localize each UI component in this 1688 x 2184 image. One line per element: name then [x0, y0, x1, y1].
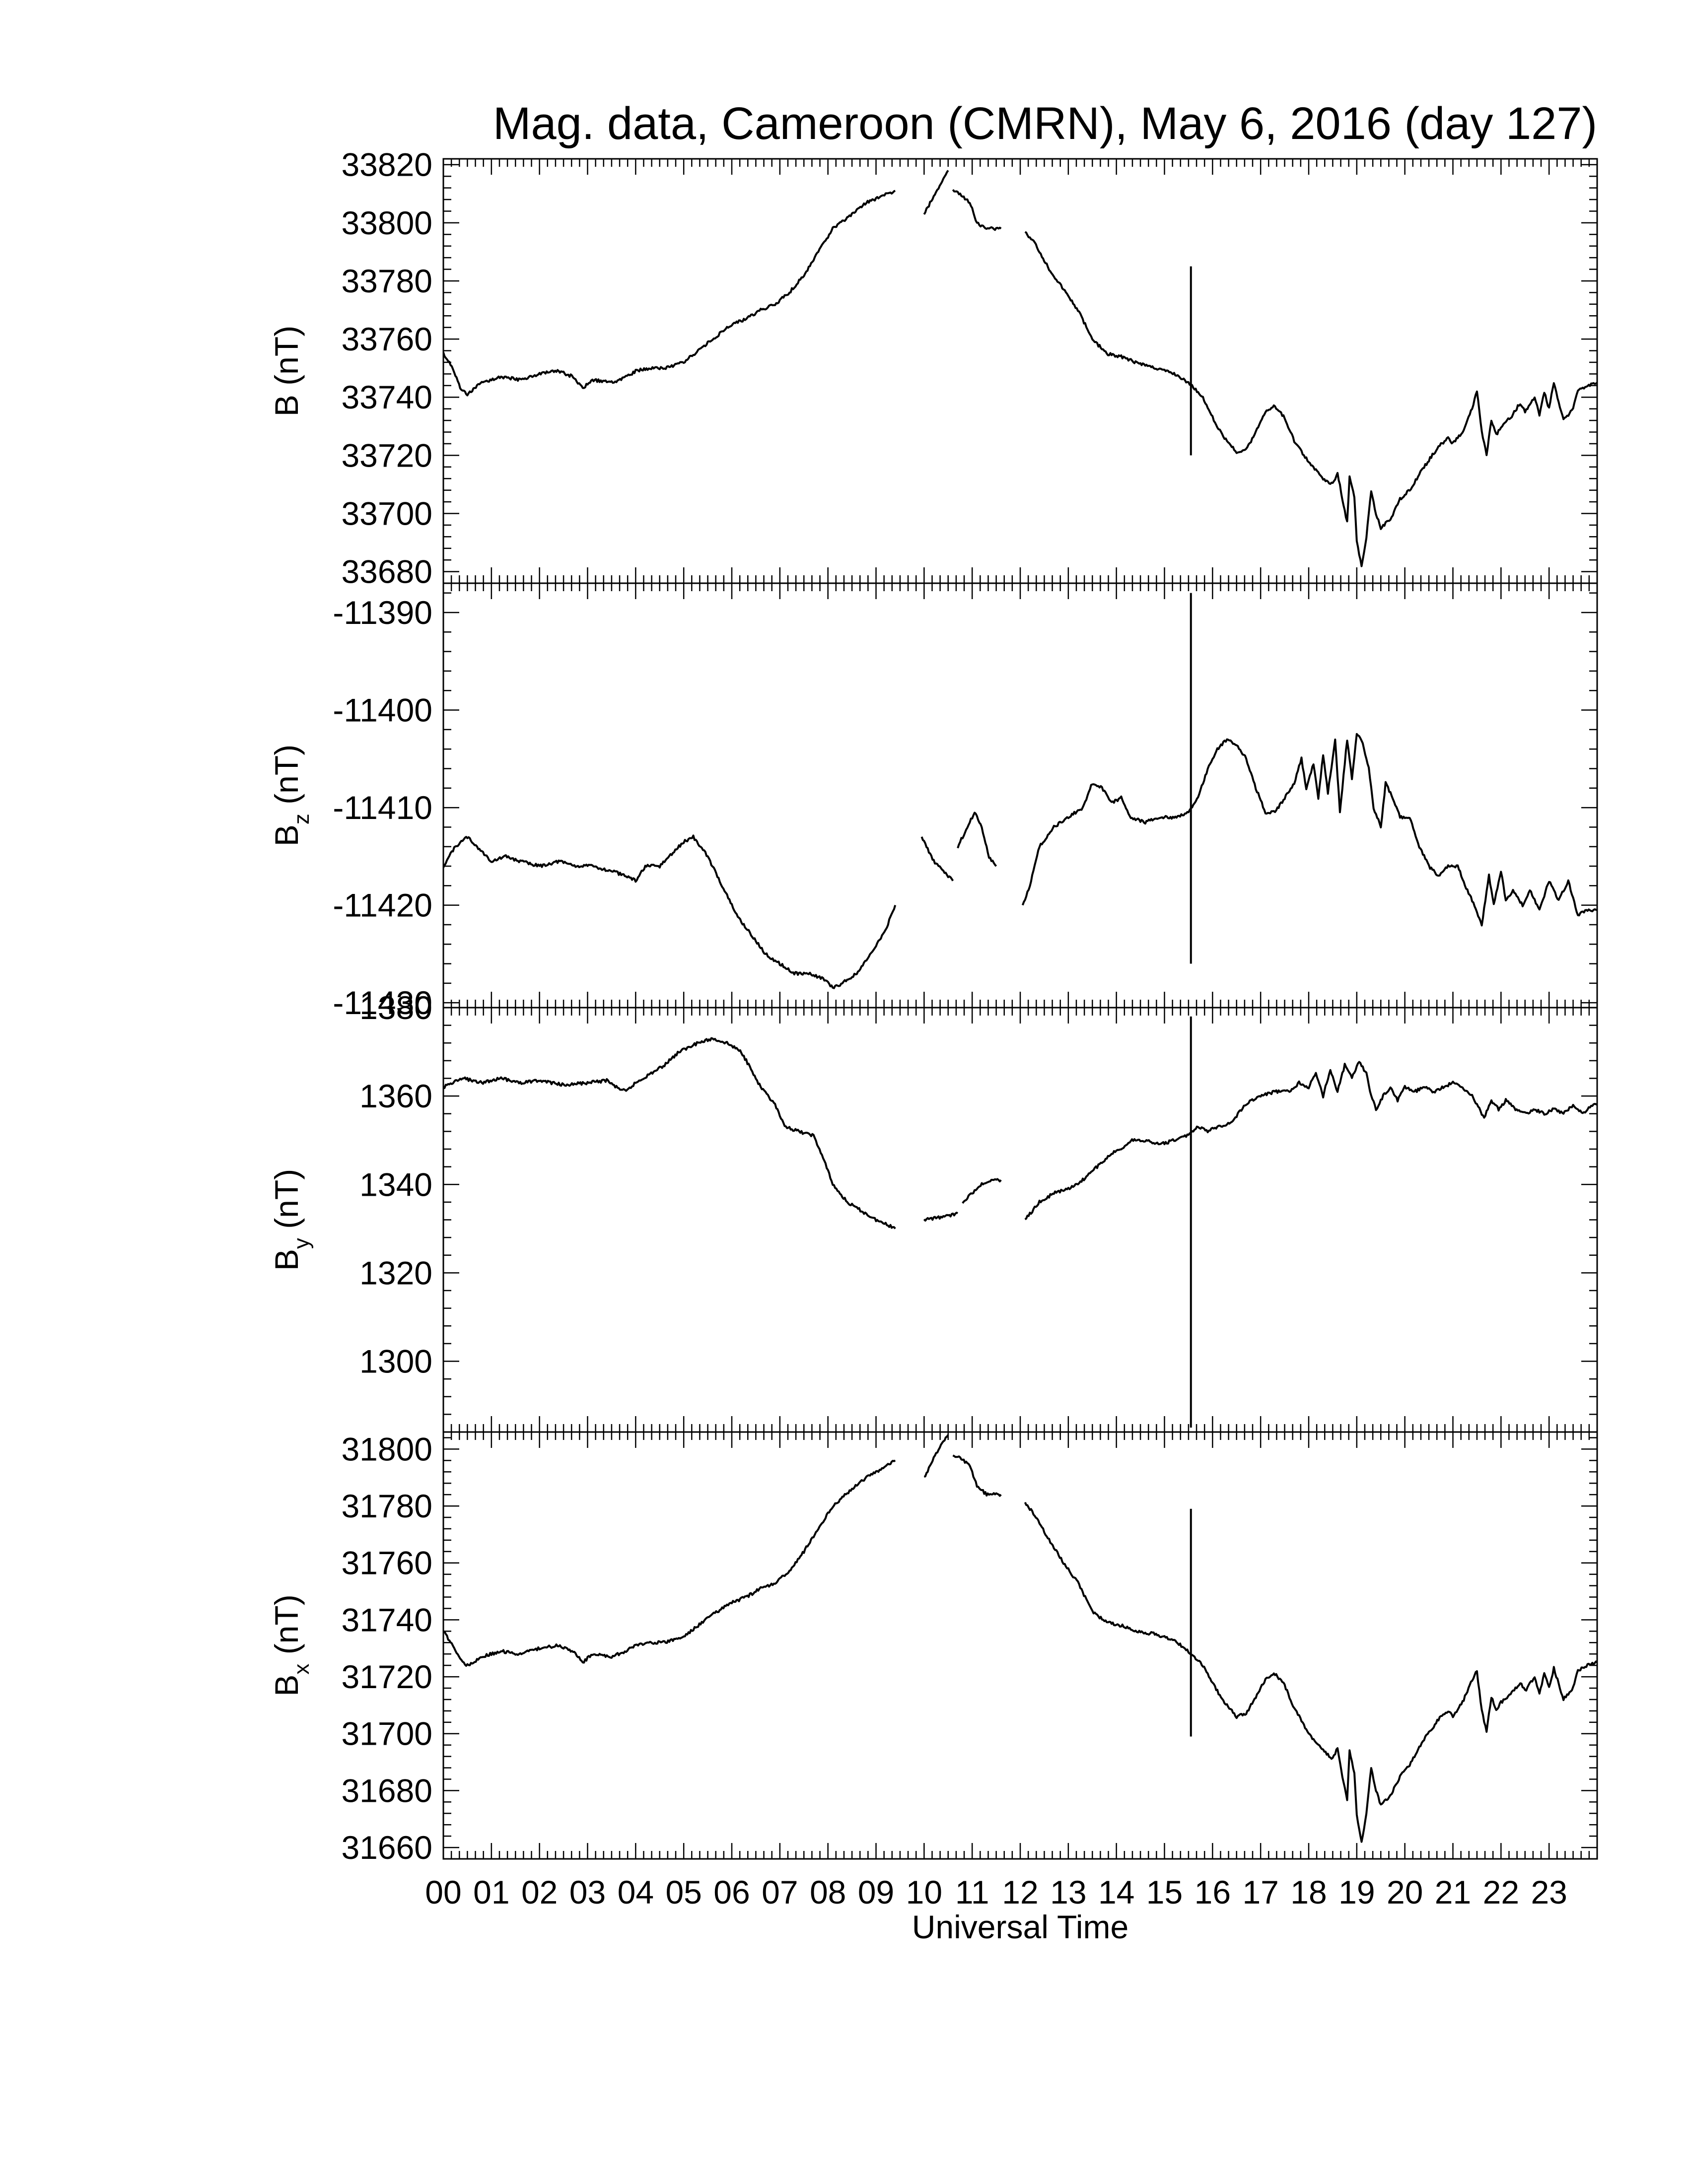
- x-tick-label: 23: [1531, 1874, 1567, 1911]
- y-label-unit: (nT): [268, 1594, 305, 1663]
- y-label-unit: (nT): [268, 326, 305, 395]
- y-label-subscript: y: [289, 1238, 314, 1249]
- y-tick-label: 33780: [341, 263, 432, 299]
- x-tick-label: 07: [762, 1874, 798, 1911]
- panel-0: 33680 33700 33720 33740 33760 33780 33800 33820…: [268, 146, 1598, 590]
- series-segment-1: [923, 1434, 949, 1478]
- figure-title: Mag. data, Cameroon (CMRN), May 6, 2016 …: [493, 98, 1597, 149]
- series-segment-2: [952, 1454, 1002, 1497]
- series-segment-0: [443, 834, 897, 989]
- y-tick-label: -11410: [333, 789, 432, 826]
- series-segment-0: [443, 1459, 896, 1667]
- y-tick-label: 33800: [341, 205, 432, 241]
- x-tick-label: 06: [713, 1874, 750, 1911]
- y-tick-label: 1360: [359, 1078, 432, 1114]
- x-tick-label: 20: [1387, 1874, 1423, 1911]
- series-segment-1: [920, 836, 954, 882]
- y-axis-label: Bz (nT): [268, 745, 314, 846]
- y-tick-label: -11400: [333, 692, 432, 729]
- x-tick-label: 17: [1242, 1874, 1278, 1911]
- y-axis-label: Bx (nT): [268, 1594, 314, 1696]
- x-tick-label: 13: [1050, 1874, 1086, 1911]
- x-tick-label: 00: [425, 1874, 461, 1911]
- y-tick-label: 33820: [341, 146, 432, 183]
- y-label-main: B: [268, 1249, 305, 1271]
- y-tick-label: 1320: [359, 1254, 432, 1291]
- series-segment-2: [962, 1178, 1002, 1204]
- series-segment-3: [1024, 1061, 1597, 1221]
- series-segment-1: [923, 170, 949, 215]
- series-segment-3: [1024, 1502, 1597, 1843]
- x-tick-label: 09: [858, 1874, 894, 1911]
- y-tick-label: 31760: [341, 1545, 432, 1581]
- y-tick-label: 31660: [341, 1829, 432, 1866]
- y-tick-label: -11390: [333, 594, 432, 631]
- series-segment-0: [443, 1037, 896, 1229]
- y-label-main: B: [268, 1675, 305, 1697]
- x-tick-label: 02: [521, 1874, 558, 1911]
- y-tick-label: 31680: [341, 1772, 432, 1809]
- y-label-unit: (nT): [268, 745, 305, 814]
- y-tick-label: 33760: [341, 321, 432, 357]
- x-tick-label: 19: [1338, 1874, 1375, 1911]
- series-segment-3: [1024, 231, 1597, 567]
- panel-3: 31660 31680 31700 31720 31740 31760 31780 31800…: [268, 1431, 1598, 1911]
- x-tick-label: 08: [810, 1874, 846, 1911]
- x-tick-label: 01: [473, 1874, 509, 1911]
- series-segment-2: [952, 189, 1002, 231]
- y-label-main: B: [268, 395, 305, 416]
- y-tick-label: 31700: [341, 1715, 432, 1752]
- y-tick-label: 33740: [341, 379, 432, 415]
- x-tick-label: 03: [569, 1874, 606, 1911]
- y-tick-label: 31780: [341, 1488, 432, 1524]
- x-tick-label: 04: [618, 1874, 654, 1911]
- x-tick-label: 21: [1435, 1874, 1471, 1911]
- y-tick-label: 31800: [341, 1431, 432, 1467]
- y-tick-label: 33700: [341, 495, 432, 532]
- panel-2: 1300 1320 1340 1360 1380 By (nT): [268, 989, 1598, 1433]
- x-tick-label: 15: [1146, 1874, 1183, 1911]
- series-segment-2: [957, 812, 997, 867]
- y-axis-label: By (nT): [268, 1169, 314, 1271]
- x-axis-label: Universal Time: [912, 1909, 1128, 1945]
- y-tick-label: 1340: [359, 1166, 432, 1203]
- y-tick-label: 31740: [341, 1601, 432, 1638]
- series-segment-1: [923, 1212, 958, 1222]
- y-label-subscript: z: [289, 814, 314, 824]
- x-tick-label: 14: [1098, 1874, 1134, 1911]
- x-tick-label: 18: [1290, 1874, 1327, 1911]
- y-label-unit: (nT): [268, 1169, 305, 1238]
- y-axis-label: B (nT): [268, 326, 305, 416]
- y-tick-label: 33720: [341, 437, 432, 474]
- y-tick-label: 33680: [341, 553, 432, 590]
- panels: 33680 33700 33720 33740 33760 33780 33800 33820…: [268, 146, 1598, 1911]
- x-tick-label: 10: [906, 1874, 942, 1911]
- series-segment-3: [1021, 733, 1597, 927]
- y-tick-label: 1380: [359, 989, 432, 1026]
- x-tick-label: 05: [665, 1874, 702, 1911]
- x-tick-label: 12: [1002, 1874, 1038, 1911]
- series-segment-0: [443, 190, 896, 397]
- x-tick-label: 16: [1195, 1874, 1231, 1911]
- y-label-main: B: [268, 824, 305, 846]
- x-tick-label: 11: [955, 1874, 989, 1911]
- y-tick-label: 1300: [359, 1343, 432, 1380]
- y-tick-label: 31720: [341, 1658, 432, 1695]
- x-tick-label: 22: [1483, 1874, 1519, 1911]
- y-label-subscript: x: [289, 1664, 314, 1675]
- y-tick-label: -11420: [333, 887, 432, 924]
- y-tick-label: -11430: [333, 984, 432, 1021]
